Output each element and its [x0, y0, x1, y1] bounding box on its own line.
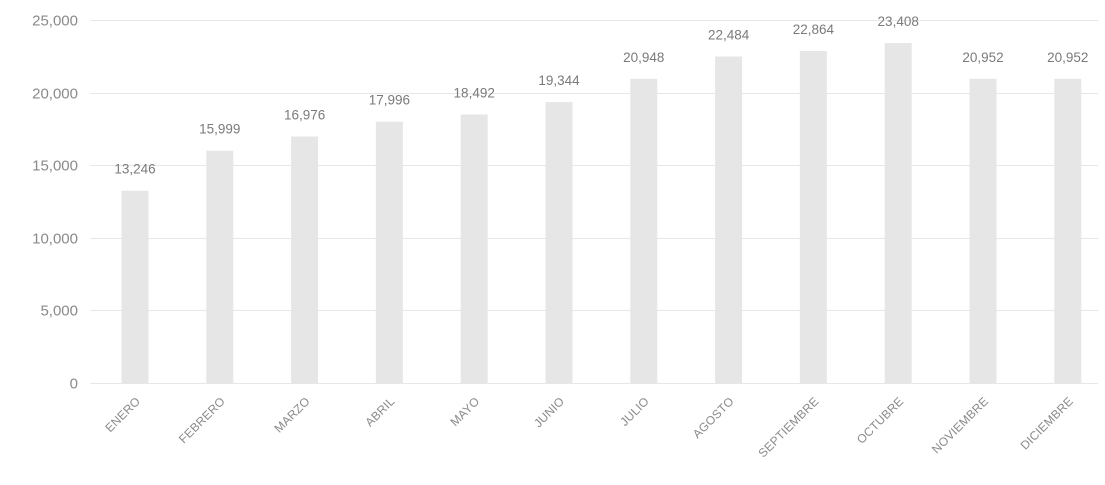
bar-junio — [545, 102, 573, 383]
bar-febrero — [206, 150, 234, 383]
data-label: 18,492 — [454, 86, 495, 101]
y-tick-label: 10,000 — [32, 231, 78, 248]
bar-abril — [375, 121, 403, 383]
data-labels: 13,246 15,999 16,976 17,996 18,492 19,344 20,9… — [114, 14, 1088, 177]
y-tick-label: 20,000 — [32, 86, 78, 103]
bar-noviembre — [969, 78, 997, 384]
y-tick-label: 15,000 — [32, 158, 78, 175]
bars — [121, 43, 1082, 384]
data-label: 16,976 — [284, 108, 325, 123]
y-tick-label: 0 — [70, 376, 78, 393]
bar-octubre — [884, 43, 912, 383]
data-label: 13,246 — [114, 162, 155, 177]
gridlines — [90, 20, 1098, 384]
data-label: 22,864 — [793, 22, 835, 37]
y-tick-label: 25,000 — [32, 13, 78, 30]
bar-marzo — [291, 136, 319, 383]
bar-mayo — [460, 114, 488, 383]
bar-julio — [630, 78, 658, 384]
y-axis-tick-labels: 0 5,000 10,000 15,000 20,000 25,000 — [32, 13, 78, 393]
data-label: 15,999 — [199, 122, 240, 137]
y-tick-label: 5,000 — [40, 303, 78, 320]
bar-enero — [121, 190, 149, 383]
data-label: 23,408 — [878, 14, 919, 29]
data-label: 20,952 — [962, 50, 1003, 65]
bar-septiembre — [799, 51, 827, 383]
data-label: 17,996 — [369, 93, 410, 108]
data-label: 20,948 — [623, 50, 664, 65]
data-label: 20,952 — [1047, 50, 1088, 65]
bar-agosto — [715, 56, 743, 383]
data-label: 19,344 — [538, 73, 580, 88]
data-label: 22,484 — [708, 28, 750, 43]
bar-diciembre — [1054, 78, 1082, 384]
